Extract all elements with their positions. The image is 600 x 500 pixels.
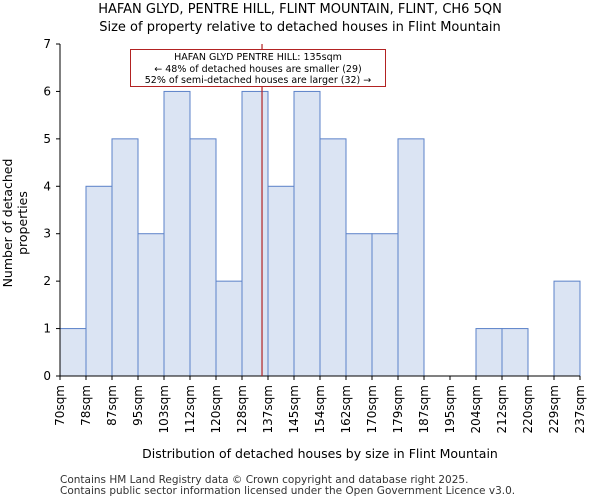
y-tick-label: 2 (43, 274, 51, 288)
histogram-bar (475, 328, 503, 377)
histogram-bar (553, 280, 581, 377)
x-tick-label: 195sqm (443, 385, 457, 433)
histogram-bar (345, 233, 373, 377)
x-tick-label: 170sqm (365, 385, 379, 433)
histogram-bar (189, 138, 217, 377)
x-tick-label: 220sqm (521, 385, 535, 433)
footer-licence: Contains public sector information licen… (60, 485, 516, 497)
histogram-bar (59, 328, 87, 377)
x-tick-label: 70sqm (53, 385, 67, 426)
x-tick-label: 154sqm (313, 385, 327, 433)
x-tick-label: 87sqm (105, 385, 119, 426)
histogram-bar (397, 138, 425, 377)
histogram-bar (85, 185, 113, 377)
histogram-bar (241, 90, 269, 377)
y-tick-label: 5 (43, 132, 51, 146)
x-tick-label: 137sqm (261, 385, 275, 433)
marker-annotation: HAFAN GLYD PENTRE HILL: 135sqm ← 48% of … (130, 49, 386, 87)
x-tick-label: 128sqm (235, 385, 249, 433)
annotation-line1: HAFAN GLYD PENTRE HILL: 135sqm (174, 52, 342, 63)
histogram-bar (371, 233, 399, 377)
annotation-line3: 52% of semi-detached houses are larger (… (144, 75, 372, 86)
annotation-line2: ← 48% of detached houses are smaller (29… (154, 63, 362, 75)
x-tick-label: 162sqm (339, 385, 353, 433)
x-tick-label: 78sqm (79, 385, 93, 426)
x-tick-label: 229sqm (547, 385, 561, 433)
x-tick-label: 212sqm (495, 385, 509, 433)
x-tick-label: 179sqm (391, 385, 405, 433)
chart-title-line2: Size of property relative to detached ho… (99, 20, 501, 35)
y-axis-label: Number of detached properties (0, 158, 30, 288)
y-tick-label: 4 (43, 179, 51, 193)
histogram-bar (319, 138, 347, 377)
x-tick-label: 112sqm (183, 385, 197, 433)
x-tick-label: 204sqm (469, 385, 483, 433)
x-tick-label: 103sqm (157, 385, 171, 433)
x-tick-label: 187sqm (417, 385, 431, 433)
footer-copyright: Contains HM Land Registry data © Crown c… (60, 474, 469, 486)
histogram-bar (267, 185, 295, 377)
x-axis-label: Distribution of detached houses by size … (142, 446, 498, 461)
y-tick-label: 0 (43, 369, 51, 383)
histogram-bar (137, 233, 165, 377)
histogram-bar (163, 90, 191, 377)
x-tick-label: 95sqm (131, 385, 145, 426)
x-tick-label: 120sqm (209, 385, 223, 433)
histogram-bar (111, 138, 139, 377)
y-tick-label: 3 (43, 227, 51, 241)
y-tick-label: 6 (43, 84, 51, 98)
x-tick-label: 145sqm (287, 385, 301, 433)
chart-title-line1: HAFAN GLYD, PENTRE HILL, FLINT MOUNTAIN,… (98, 2, 502, 17)
histogram-bar (501, 328, 529, 377)
y-tick-label: 1 (43, 322, 51, 336)
histogram-bar (293, 90, 321, 377)
histogram-bar (215, 280, 243, 377)
y-tick-label: 7 (43, 37, 51, 51)
x-tick-label: 237sqm (573, 385, 587, 433)
